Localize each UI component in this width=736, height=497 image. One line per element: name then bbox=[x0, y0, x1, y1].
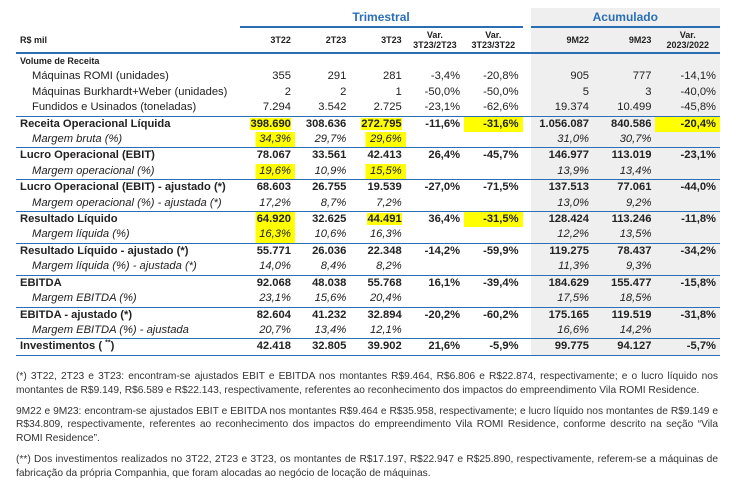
col-var-q-q: Var. 3T23/2T23 bbox=[405, 27, 465, 54]
highlight: -20,4% bbox=[655, 115, 720, 133]
table-row: Receita Operacional Líquida 398.690 308.… bbox=[16, 115, 720, 133]
table-row: Lucro Operacional (EBIT) 78.067 33.561 4… bbox=[16, 147, 720, 164]
col-label-header: R$ mil bbox=[16, 27, 240, 54]
table-row: Lucro Operacional (EBIT) - ajustado (*) … bbox=[16, 179, 720, 196]
group-header-row: Trimestral Acumulado bbox=[16, 8, 720, 28]
group-acumulado: Acumulado bbox=[530, 8, 720, 28]
highlight: 29,6% bbox=[350, 132, 406, 148]
highlight: 64.920 bbox=[239, 211, 295, 228]
table-row: Margem bruta (%) 34,3% 29,7% 29,6% 31,0%… bbox=[16, 132, 720, 148]
col-3t23: 3T23 bbox=[350, 27, 406, 54]
table-row: Margem EBITDA (%) 23,1% 15,6% 20,4% 17,5… bbox=[16, 291, 720, 307]
table-row: Margem líquida (%) 16,3% 10,6% 16,3% 12,… bbox=[16, 227, 720, 244]
highlight: 15,5% bbox=[350, 163, 406, 180]
col-2t23: 2T23 bbox=[294, 27, 351, 54]
footnotes: (*) 3T22, 2T23 e 3T23: encontram-se ajus… bbox=[16, 370, 718, 488]
highlight: -31,5% bbox=[464, 211, 523, 228]
highlight: 19,6% bbox=[239, 163, 295, 180]
table-row: Margem líquida (%) - ajustada (*) 14,0% … bbox=[16, 259, 720, 276]
highlight: 272.795 bbox=[361, 117, 402, 130]
highlight: 16,3% bbox=[239, 227, 295, 244]
table-row: Resultado Líquido 64.920 32.625 44.491 3… bbox=[16, 211, 720, 228]
col-var-acum: Var. 2023/2022 bbox=[655, 27, 720, 54]
footnote-investments: (**) Dos investimentos realizados no 3T2… bbox=[16, 453, 718, 479]
table-row: Margem EBITDA (%) - ajustada 20,7% 13,4%… bbox=[16, 322, 720, 339]
col-9m23: 9M23 bbox=[593, 27, 656, 54]
table-row: Fundidos e Usinados (toneladas) 7.294 3.… bbox=[16, 100, 720, 117]
table-row: Resultado Líquido - ajustado (*) 55.771 … bbox=[16, 242, 720, 260]
table-row: Volume de Receita bbox=[16, 52, 720, 70]
table-row: EBITDA - ajustado (*) 82.604 41.232 32.8… bbox=[16, 306, 720, 323]
table-row: Investimentos ( **) 42.418 32.805 39.902… bbox=[16, 338, 720, 356]
table-row: EBITDA 92.068 48.038 55.768 16,1% -39,4%… bbox=[16, 274, 720, 292]
table-row: Margem operacional (%) 19,6% 10,9% 15,5%… bbox=[16, 163, 720, 180]
table-row: Máquinas Burkhardt+Weber (unidades) 2 2 … bbox=[16, 84, 720, 101]
footnote-adjusted-9m: 9M22 e 9M23: encontram-se ajustados EBIT… bbox=[16, 405, 718, 445]
column-header-row: R$ mil 3T22 2T23 3T23 Var. 3T23/2T23 Var.… bbox=[16, 27, 720, 54]
investimentos-label: Investimentos ( **) bbox=[16, 338, 240, 356]
col-3t22: 3T22 bbox=[239, 27, 295, 54]
financial-table: Trimestral Acumulado R$ mil 3T22 2T23 3T… bbox=[16, 8, 720, 356]
highlight: 44.491 bbox=[367, 213, 402, 226]
footnote-adjusted-quarters: (*) 3T22, 2T23 e 3T23: encontram-se ajus… bbox=[16, 371, 718, 396]
table-row: Máquinas ROMI (unidades) 355 291 281 -3,… bbox=[16, 69, 720, 85]
highlight: 398.690 bbox=[250, 117, 291, 130]
table-row: Margem operacional (%) - ajustada (*) 17… bbox=[16, 195, 720, 212]
col-var-y-y: Var. 3T23/3T22 bbox=[464, 27, 523, 54]
financial-table-container: Trimestral Acumulado R$ mil 3T22 2T23 3T… bbox=[16, 8, 720, 356]
highlight: 34,3% bbox=[239, 132, 295, 148]
group-trimestral: Trimestral bbox=[239, 8, 523, 28]
highlight: -31,6% bbox=[464, 115, 523, 133]
col-9m22: 9M22 bbox=[530, 27, 594, 54]
